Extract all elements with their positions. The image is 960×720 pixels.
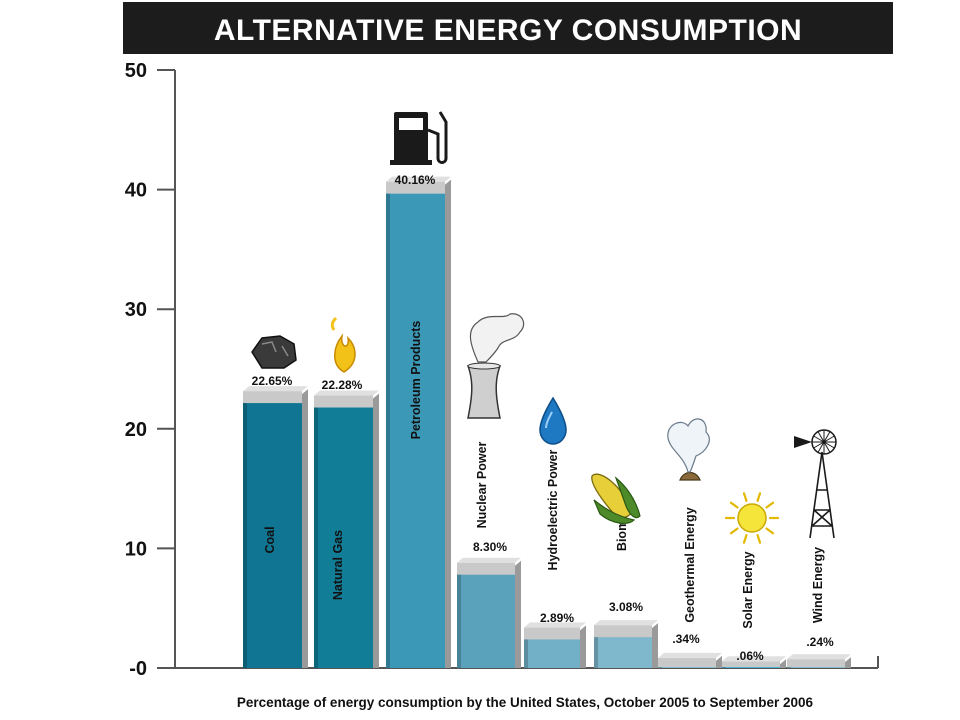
bar-edge: [243, 403, 247, 668]
bar-face: [243, 403, 302, 668]
value-label: 22.65%: [252, 374, 293, 388]
y-ticks: -0 10 20 30 40 50: [125, 60, 175, 680]
sun-icon: [724, 492, 780, 544]
bar-side: [780, 659, 786, 668]
bar-wind-energy: [787, 654, 851, 668]
bar-face: [524, 639, 580, 668]
category-label: Hydroelectric Power: [546, 449, 560, 570]
bar-coal: [243, 386, 308, 668]
bar-face: [314, 407, 373, 668]
category-label: Coal: [263, 526, 277, 553]
bar-top: [787, 654, 851, 660]
y-tick-label: 20: [125, 419, 147, 441]
value-label: 40.16%: [395, 173, 436, 187]
value-label: 22.28%: [322, 378, 363, 392]
geyser-icon: [667, 418, 710, 481]
bar-side: [845, 657, 851, 668]
gas-flame-icon: [330, 316, 356, 373]
bar-cap: [787, 659, 845, 668]
category-label: Petroleum Products: [409, 321, 423, 440]
bar-face: [722, 667, 780, 668]
bar-edge: [524, 639, 528, 668]
water-drop-icon: [539, 396, 567, 445]
bar-edge: [722, 667, 726, 668]
category-label: Wind Energy: [811, 547, 825, 623]
bar-edge: [594, 637, 598, 668]
bar-face: [457, 574, 515, 668]
coal-lump-icon: [251, 335, 297, 369]
bar-top: [722, 656, 786, 662]
y-tick-label: 10: [125, 538, 147, 560]
bar-cap: [722, 661, 780, 668]
bar-top: [594, 620, 658, 626]
value-label: .06%: [736, 649, 764, 663]
title-bar: [123, 2, 893, 54]
bar-cap: [658, 657, 716, 668]
bar-side: [373, 393, 379, 668]
y-tick-label: 30: [125, 299, 147, 321]
bar-top: [386, 176, 451, 182]
bar-top: [243, 386, 308, 392]
cooling-tower-icon: [466, 313, 525, 419]
bar-edge: [457, 574, 461, 668]
bar-edge: [386, 193, 390, 668]
value-label: 2.89%: [540, 611, 574, 625]
bar-side: [580, 625, 586, 668]
value-label: 8.30%: [473, 540, 507, 554]
bar-hydroelectric-power: [524, 622, 586, 668]
bars: [243, 176, 851, 668]
bar-side: [302, 389, 308, 668]
bar-nuclear-power: [457, 557, 521, 668]
bar-geothermal-energy: [658, 652, 722, 668]
chart-caption: Percentage of energy consumption by the …: [237, 695, 814, 710]
bar-side: [515, 560, 521, 668]
windmill-icon: [794, 429, 837, 539]
bar-side: [652, 623, 658, 668]
bar-top: [524, 622, 586, 628]
category-icons: [251, 111, 837, 544]
y-tick-label: 40: [125, 180, 147, 202]
bar-edge: [314, 407, 318, 668]
bar-face: [386, 193, 445, 668]
bar-side: [445, 179, 451, 668]
bar-face: [787, 667, 845, 668]
category-label: Natural Gas: [331, 530, 345, 600]
bar-edge: [787, 667, 791, 668]
value-label: 3.08%: [609, 600, 643, 614]
bar-edge: [658, 667, 662, 668]
category-label: Geothermal Energy: [683, 507, 697, 622]
fuel-pump-icon: [390, 111, 448, 165]
bar-petroleum-products: [386, 176, 451, 668]
bar-top: [658, 652, 722, 658]
corn-cob-icon: [591, 473, 641, 524]
category-label: Nuclear Power: [475, 441, 489, 528]
bar-face: [658, 667, 716, 668]
value-label: .34%: [672, 632, 700, 646]
bar-top: [314, 390, 379, 396]
value-label: .24%: [806, 635, 834, 649]
category-label: Solar Energy: [741, 551, 755, 628]
bar-biomass: [594, 620, 658, 668]
bar-side: [716, 655, 722, 668]
bar-face: [594, 637, 652, 668]
y-tick-label: 50: [125, 60, 147, 82]
y-tick-label: -0: [129, 658, 147, 680]
bar-labels: Coal 22.65% Natural Gas 22.28% Petroleum Pro…: [252, 173, 834, 663]
bar-natural-gas: [314, 390, 379, 668]
bar-top: [457, 557, 521, 563]
bar-solar-energy: [722, 656, 786, 668]
chart-title: ALTERNATIVE ENERGY CONSUMPTION: [214, 14, 802, 47]
